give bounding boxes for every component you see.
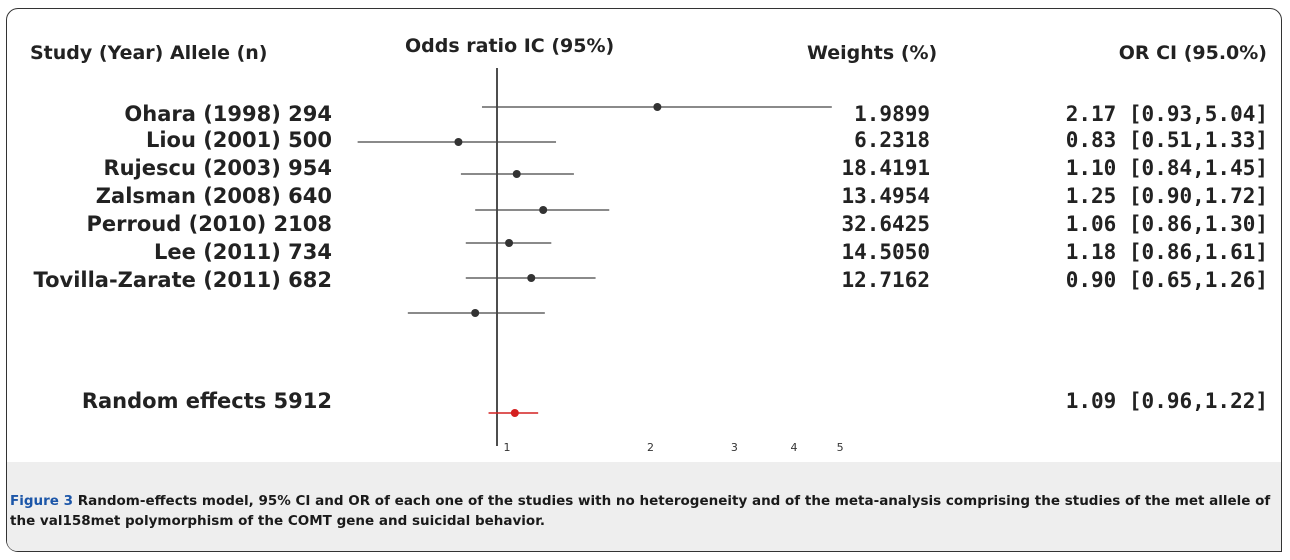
study-point xyxy=(454,138,463,146)
study-weight: 6.2318 xyxy=(854,128,930,152)
study-point xyxy=(505,239,514,247)
study-label: Liou (2001) 500 xyxy=(146,128,332,152)
study-weight: 14.5050 xyxy=(841,240,930,264)
x-tick-label: 3 xyxy=(731,441,738,454)
study-weight: 32.6425 xyxy=(841,212,930,236)
study-label: Zalsman (2008) 640 xyxy=(96,184,332,208)
study-label: Tovilla-Zarate (2011) 682 xyxy=(34,268,332,292)
forest-plot: Study (Year) Allele (n) Odds ratio IC (9… xyxy=(30,35,1268,454)
study-label: Ohara (1998) 294 xyxy=(124,102,332,126)
header-study: Study (Year) Allele (n) xyxy=(30,42,268,64)
study-or-ci: 1.25 [0.90,1.72] xyxy=(1066,184,1268,208)
study-or-ci: 1.10 [0.84,1.45] xyxy=(1066,156,1268,180)
study-weight: 18.4191 xyxy=(841,156,930,180)
x-tick-label: 5 xyxy=(837,441,844,454)
study-label: Perroud (2010) 2108 xyxy=(87,212,332,236)
summary-or-ci: 1.09 [0.96,1.22] xyxy=(1066,389,1268,413)
caption-text: Random-effects model, 95% CI and OR of e… xyxy=(10,493,1271,529)
study-label: Rujescu (2003) 954 xyxy=(103,156,332,180)
study-weight: 13.4954 xyxy=(841,184,930,208)
x-tick-label: 1 xyxy=(504,441,511,454)
header-or-ci: OR CI (95.0%) xyxy=(1119,42,1267,64)
study-point xyxy=(653,103,662,111)
figure-frame xyxy=(6,8,1282,552)
study-or-ci: 0.90 [0.65,1.26] xyxy=(1066,268,1268,292)
study-label: Lee (2011) 734 xyxy=(154,240,332,264)
header-weights: Weights (%) xyxy=(807,42,937,64)
figure-caption: Figure 3 Random-effects model, 95% CI an… xyxy=(10,492,1282,531)
study-point xyxy=(539,206,548,214)
study-weight: 1.9899 xyxy=(854,102,930,126)
x-tick-label: 2 xyxy=(647,441,654,454)
header-plot: Odds ratio IC (95%) xyxy=(405,35,614,57)
study-or-ci: 0.83 [0.51,1.33] xyxy=(1066,128,1268,152)
study-point xyxy=(471,309,480,317)
study-point xyxy=(512,170,521,178)
study-or-ci: 1.06 [0.86,1.30] xyxy=(1066,212,1268,236)
study-weight: 12.7162 xyxy=(841,268,930,292)
study-point xyxy=(527,274,536,282)
study-or-ci: 2.17 [0.93,5.04] xyxy=(1066,102,1268,126)
summary-point xyxy=(510,409,519,417)
x-tick-label: 4 xyxy=(790,441,797,454)
caption-background xyxy=(7,462,1281,551)
study-or-ci: 1.18 [0.86,1.61] xyxy=(1066,240,1268,264)
caption-lead: Figure 3 xyxy=(10,493,74,509)
summary-label: Random effects 5912 xyxy=(82,389,332,413)
